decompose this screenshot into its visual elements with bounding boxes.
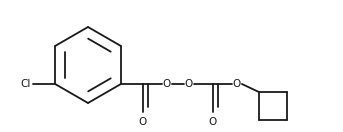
Text: O: O: [163, 79, 171, 89]
Text: O: O: [185, 79, 193, 89]
Text: Cl: Cl: [21, 79, 31, 89]
Text: O: O: [233, 79, 241, 89]
Text: O: O: [209, 117, 217, 127]
Text: O: O: [139, 117, 147, 127]
